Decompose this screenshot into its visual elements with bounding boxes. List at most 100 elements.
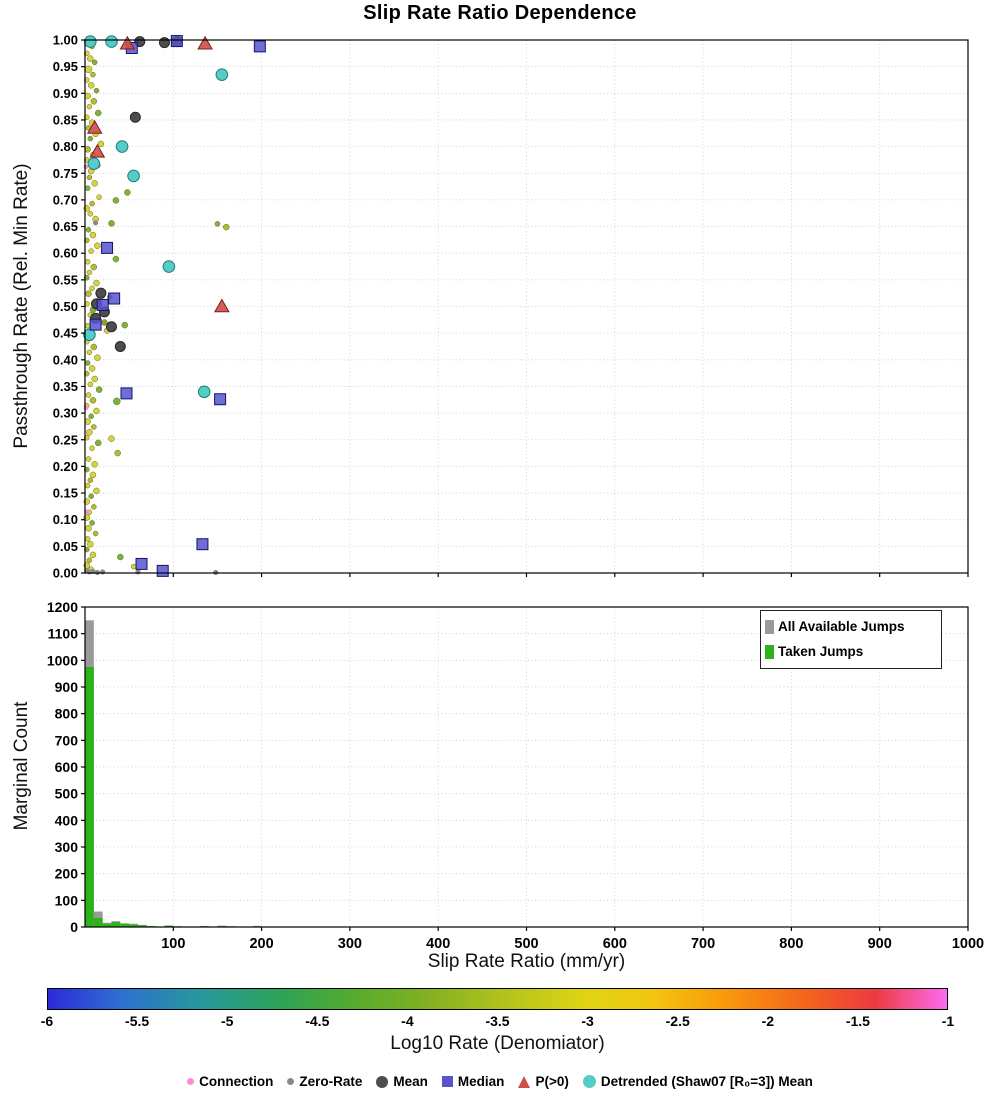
colorbar-tick-label: -5.5 [125,1013,150,1029]
data-point [86,174,93,181]
hist-y-tick-label: 1100 [48,626,79,642]
p-gt0-point [197,35,213,50]
data-point [90,98,98,105]
legend-label: Connection [199,1074,274,1089]
median-point [135,557,148,570]
x-tick-label: 100 [161,936,185,952]
detrended-mean-point [87,157,101,170]
x-tick-label: 700 [691,936,715,952]
detrended-mean-point [115,140,129,153]
taken-jumps-bar [85,667,94,927]
x-tick-label: 600 [603,936,627,952]
data-point [94,109,102,117]
circle-marker-icon [376,1075,389,1088]
data-point [85,456,92,462]
median-point [214,393,227,406]
data-point [97,140,105,148]
colorbar-tick-label: -3 [581,1013,594,1029]
data-point [87,381,94,388]
data-point [90,343,98,351]
legend-label: Zero-Rate [299,1074,363,1089]
triangle-marker-icon [518,1075,531,1088]
taken-jumps-bar [111,922,121,927]
data-point [87,82,95,89]
x-tick-label: 800 [779,936,803,952]
legend-item-mean: Mean [376,1074,428,1089]
data-point [113,397,121,406]
data-point [87,55,94,62]
data-point [91,504,97,510]
detrended-mean-point [162,260,176,273]
colorbar-tick-label: -5 [220,1013,234,1029]
scatter-y-tick-label: 0.60 [53,246,78,261]
detrended-mean-point [83,35,97,48]
median-point [89,318,102,331]
scatter-y-tick-label: 0.00 [53,566,78,581]
hist-y-tick-label: 1200 [47,599,78,615]
data-point [88,493,94,499]
data-point [86,557,93,563]
median-point [156,564,169,577]
colorbar-label: Log10 Rate (Denomiator) [390,1033,605,1054]
detrended-mean-point [215,68,229,81]
data-point [87,477,94,484]
square-marker-icon [441,1076,453,1087]
data-point [89,397,97,404]
data-point [214,221,221,227]
data-point [84,322,91,329]
data-point [91,59,98,66]
scatter-plot: 0.00 0.05 0.10 0.15 0.20 0.25 0.30 0.35 0.40 0.45… [53,33,969,581]
colorbar-tick-label: -1 [941,1013,955,1029]
scatter-y-tick-label: 0.10 [53,512,78,527]
detrended-mean-point [127,169,140,183]
scatter-y-tick-label: 0.30 [53,406,78,421]
legend-item-connection: Connection [187,1074,273,1089]
scatter-y-tick-label: 0.55 [53,272,78,287]
x-tick-label: 400 [426,936,450,952]
hist-y-tick-label: 400 [55,812,79,828]
marker-legend: Connection Zero-Rate Mean Median P(>0) Detren… [0,1074,1000,1089]
data-point [114,449,121,457]
circle-marker-icon [582,1075,596,1088]
data-point [223,223,230,231]
taken-jumps-bar [120,924,130,927]
scatter-y-tick-label: 0.50 [53,299,78,314]
scatter-y-tick-label: 0.35 [53,379,78,394]
hist-y-tick-label: 700 [55,732,79,748]
legend-item-detrended-shaw07-r-3-mean: Detrended (Shaw07 [R₀=3]) Mean [582,1074,813,1089]
mean-point [95,287,107,299]
data-point [90,71,96,78]
mean-point [114,340,126,352]
data-point [91,461,98,468]
legend-label: Mean [393,1074,428,1089]
data-point [88,413,94,420]
data-point [93,87,100,94]
data-point [92,530,99,537]
p-gt0-point [214,298,230,313]
hist-y-tick-label: 100 [55,892,79,908]
median-point [108,292,121,305]
hist-y-tick-label: 500 [55,786,79,802]
scatter-y-tick-label: 1.00 [53,33,78,48]
data-point [108,220,115,227]
data-point [112,197,120,204]
data-point [85,290,92,297]
data-point [91,424,97,430]
taken-jumps-bar [137,925,147,927]
colorbar-tick-label: -3.5 [485,1013,510,1029]
x-tick-label: 1000 [952,936,984,952]
hist-legend: All Available Jumps Taken Jumps [760,610,942,669]
data-point [89,285,95,292]
detrended-mean-point [197,385,211,399]
median-point [170,35,183,48]
x-tick-label: 200 [249,936,273,952]
scatter-y-tick-label: 0.85 [53,112,78,127]
colorbar-tick-label: -1.5 [845,1013,870,1029]
data-point [124,189,131,196]
zero-rate-point [92,220,99,226]
data-point [89,231,97,239]
circle-marker-icon [287,1078,295,1085]
data-point [84,258,91,265]
histogram-plot: 0 100 200 300 400 500 600 700 800 900 1000 1100 1200… [47,599,984,952]
taken-jumps-bar [102,923,112,927]
